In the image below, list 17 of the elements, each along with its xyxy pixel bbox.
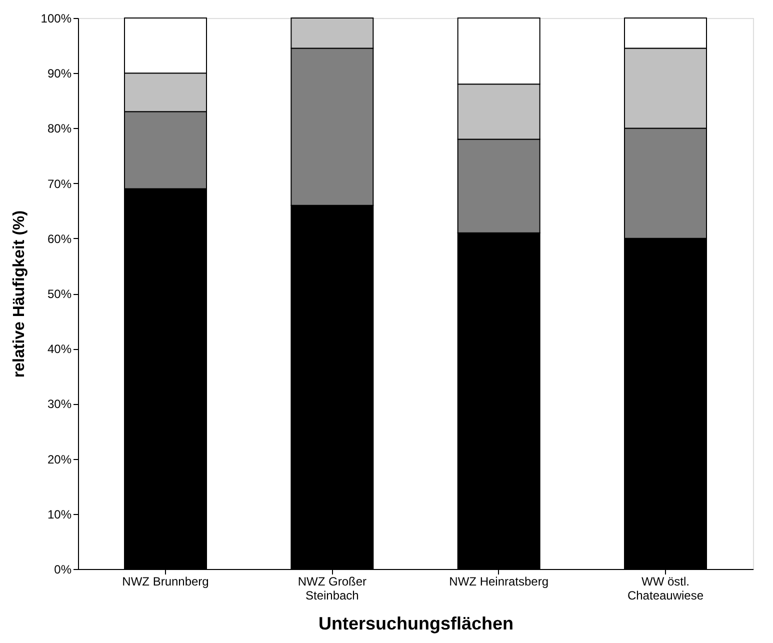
y-tick-label: 60% bbox=[47, 232, 72, 246]
y-tick-label: 40% bbox=[47, 342, 72, 356]
y-tick-label: 100% bbox=[40, 12, 72, 26]
y-axis-title: relative Häufigkeit (%) bbox=[10, 210, 28, 378]
x-tick-label: NWZ Großer Steinbach bbox=[298, 574, 367, 602]
y-tick-label: 90% bbox=[47, 66, 72, 81]
y-tick-label: 0% bbox=[54, 562, 72, 576]
x-tick-label: WW östl. Chateauwiese bbox=[627, 574, 704, 602]
y-tick-label: 30% bbox=[47, 397, 72, 412]
x-axis-title: Untersuchungsflächen bbox=[318, 614, 514, 634]
y-tick-label: 50% bbox=[47, 287, 72, 301]
x-tick-label: NWZ Brunnberg bbox=[122, 574, 209, 588]
x-tick-label: NWZ Heinratsberg bbox=[449, 574, 549, 588]
y-tick-label: 80% bbox=[47, 122, 72, 136]
y-tick-label: 70% bbox=[47, 176, 72, 191]
y-tick-label: 10% bbox=[47, 507, 72, 522]
y-tick-label: 20% bbox=[47, 452, 72, 466]
